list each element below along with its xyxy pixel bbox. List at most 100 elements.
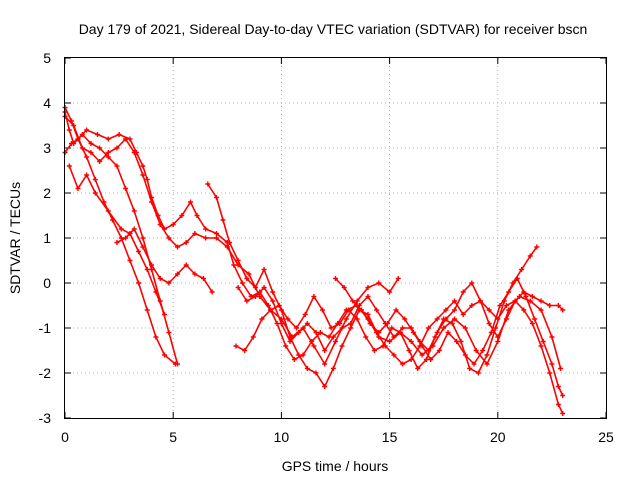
data-point — [365, 312, 371, 317]
data-point — [123, 136, 129, 142]
data-point — [175, 271, 181, 277]
data-point — [549, 334, 555, 340]
data-point — [116, 132, 122, 137]
data-point — [287, 339, 293, 344]
data-point — [452, 316, 458, 322]
data-point — [555, 384, 561, 389]
data-point — [454, 339, 460, 344]
data-point — [374, 307, 380, 313]
data-point — [157, 222, 163, 227]
data-point — [88, 141, 94, 146]
data-point — [203, 226, 209, 232]
x-tick-label: 15 — [382, 429, 398, 445]
data-point — [84, 154, 90, 160]
data-point — [224, 244, 230, 250]
data-point — [441, 325, 447, 331]
x-tick-label: 0 — [61, 429, 69, 445]
data-point — [105, 154, 111, 160]
data-point — [458, 339, 464, 344]
data-point — [322, 361, 328, 367]
data-point — [434, 330, 440, 335]
data-point — [144, 267, 150, 272]
data-point — [291, 357, 297, 362]
y-tick-label: 0 — [43, 275, 51, 291]
data-point — [395, 276, 401, 281]
data-point — [127, 258, 133, 263]
series-sat-e — [114, 226, 215, 295]
data-point — [131, 150, 137, 155]
x-axis-label: GPS time / hours — [282, 458, 389, 474]
data-point — [114, 145, 120, 151]
data-point — [348, 321, 354, 326]
data-point — [495, 334, 501, 340]
data-point — [333, 339, 338, 344]
data-point — [140, 235, 146, 241]
data-point — [445, 330, 451, 335]
data-point — [250, 334, 256, 340]
data-point — [118, 226, 124, 232]
data-point — [503, 303, 509, 308]
data-point — [79, 145, 85, 151]
data-point — [521, 307, 527, 313]
data-point — [123, 186, 129, 191]
data-point — [449, 321, 455, 326]
data-point — [239, 280, 245, 286]
data-point — [166, 280, 172, 286]
data-point — [523, 294, 529, 299]
data-point — [136, 249, 142, 254]
data-point — [302, 312, 308, 317]
data-point — [484, 361, 490, 367]
data-point — [495, 339, 501, 344]
data-point — [200, 276, 206, 281]
data-point — [313, 330, 319, 335]
data-point — [402, 316, 408, 322]
data-point — [296, 330, 302, 335]
data-point — [534, 244, 540, 250]
x-tick-labels: 0 5 10 15 20 25 — [61, 429, 614, 445]
data-point — [408, 357, 414, 362]
data-point — [497, 303, 503, 308]
data-point — [175, 244, 181, 250]
data-point — [555, 402, 561, 407]
data-point — [469, 303, 475, 308]
data-point — [75, 186, 81, 191]
x-tick-label: 5 — [169, 429, 177, 445]
data-point — [469, 280, 475, 286]
data-point — [244, 298, 250, 304]
data-point — [242, 348, 248, 353]
y-tick-labels: -3 -2 -1 0 1 2 3 4 5 — [39, 50, 52, 426]
data-point — [320, 307, 326, 313]
y-tick-label: 4 — [43, 95, 51, 111]
data-point — [259, 316, 265, 322]
data-point — [270, 289, 276, 295]
data-point — [408, 339, 414, 344]
data-point — [527, 298, 533, 304]
data-point — [493, 325, 499, 331]
data-point — [382, 343, 388, 349]
data-point — [389, 325, 395, 331]
data-point — [436, 348, 442, 353]
series-sat-f — [62, 114, 401, 367]
grid — [65, 58, 606, 418]
data-point — [149, 262, 155, 268]
data-point — [387, 339, 393, 344]
data-point — [514, 276, 520, 281]
data-point — [376, 330, 382, 335]
data-point — [71, 141, 77, 146]
data-point — [488, 330, 494, 335]
series-sat-j — [333, 276, 566, 398]
data-point — [426, 348, 432, 353]
data-point — [127, 136, 133, 142]
data-point — [252, 294, 258, 299]
series-sat-d — [66, 163, 168, 317]
data-point — [423, 357, 429, 362]
data-point — [84, 127, 90, 133]
y-tick-label: -1 — [39, 320, 52, 336]
data-point — [283, 343, 289, 349]
data-point — [462, 352, 468, 358]
data-point — [328, 325, 334, 331]
data-point — [365, 285, 371, 290]
plot-frame — [64, 57, 607, 419]
data-point — [443, 316, 449, 322]
data-point — [345, 307, 351, 313]
